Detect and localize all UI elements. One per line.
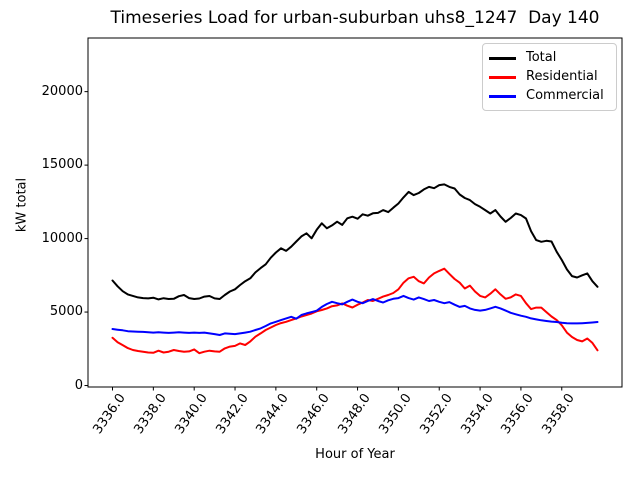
- y-axis-label: kW total: [14, 177, 30, 233]
- y-tick-label: 15000: [41, 157, 83, 173]
- series-line-total: [111, 183, 599, 301]
- legend-line-sample-residential: [489, 75, 516, 79]
- legend-entry-residential: Residential: [489, 68, 610, 86]
- y-tick-label: 5000: [49, 304, 83, 320]
- legend-label-commercial: Commercial: [526, 88, 604, 103]
- y-tick-label: 20000: [41, 83, 83, 99]
- y-tick-label: 10000: [41, 230, 83, 246]
- chart-title: Timeseries Load for urban-suburban uhs8_…: [110, 8, 600, 28]
- axes-frame: [87, 37, 623, 388]
- legend-entry-total: Total: [489, 49, 610, 67]
- x-axis-label: Hour of Year: [315, 447, 395, 462]
- legend-label-total: Total: [526, 50, 557, 65]
- legend: Total Residential Commercial: [482, 43, 617, 111]
- legend-label-residential: Residential: [526, 69, 598, 84]
- series-line-residential: [111, 267, 599, 355]
- y-tick-label: 0: [74, 377, 83, 393]
- legend-line-sample-total: [489, 56, 516, 60]
- series-line-commercial: [111, 294, 599, 336]
- legend-line-sample-commercial: [489, 94, 516, 98]
- legend-entry-commercial: Commercial: [489, 87, 610, 105]
